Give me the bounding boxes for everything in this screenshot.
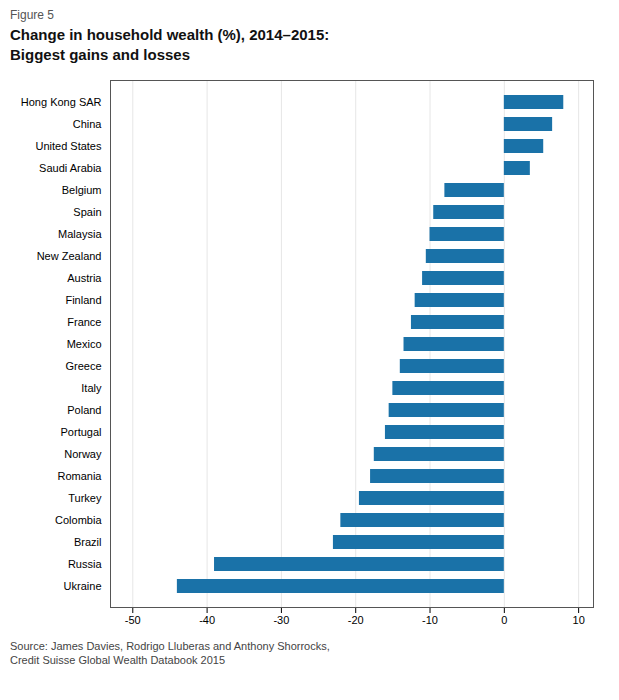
svg-text:Turkey: Turkey xyxy=(68,492,102,504)
svg-text:Colombia: Colombia xyxy=(55,514,102,526)
svg-text:Hong Kong SAR: Hong Kong SAR xyxy=(21,96,102,108)
svg-text:Malaysia: Malaysia xyxy=(58,228,102,240)
svg-text:Greece: Greece xyxy=(65,360,101,372)
svg-text:0: 0 xyxy=(501,614,507,626)
svg-text:China: China xyxy=(73,118,103,130)
svg-text:Brazil: Brazil xyxy=(74,536,102,548)
svg-text:Ukraine: Ukraine xyxy=(64,580,102,592)
svg-text:Mexico: Mexico xyxy=(67,338,102,350)
svg-text:Russia: Russia xyxy=(68,558,103,570)
svg-text:Poland: Poland xyxy=(67,404,101,416)
svg-text:-10: -10 xyxy=(422,614,438,626)
svg-text:Italy: Italy xyxy=(81,382,102,394)
svg-text:Romania: Romania xyxy=(57,470,102,482)
html-text:Change in household wealth (%): Change in household wealth (%), 2014–201… xyxy=(10,26,330,63)
svg-text:Portugal: Portugal xyxy=(61,426,102,438)
svg-text:-50: -50 xyxy=(125,614,141,626)
svg-text:Belgium: Belgium xyxy=(62,184,102,196)
svg-text:United States: United States xyxy=(35,140,102,152)
svg-text:10: 10 xyxy=(573,614,585,626)
svg-text:New Zealand: New Zealand xyxy=(37,250,102,262)
html-text:Figure 5: Figure 5 xyxy=(10,8,54,22)
svg-text:Spain: Spain xyxy=(73,206,101,218)
svg-text:Austria: Austria xyxy=(67,272,102,284)
svg-text:Norway: Norway xyxy=(64,448,102,460)
svg-text:-20: -20 xyxy=(348,614,364,626)
svg-text:Saudi Arabia: Saudi Arabia xyxy=(39,162,102,174)
svg-text:France: France xyxy=(67,316,101,328)
svg-text:-40: -40 xyxy=(199,614,215,626)
html-text:Source: James Davies, Rodrigo: Source: James Davies, Rodrigo Lluberas a… xyxy=(10,640,330,667)
svg-text:Finland: Finland xyxy=(65,294,101,306)
svg-text:-30: -30 xyxy=(273,614,289,626)
